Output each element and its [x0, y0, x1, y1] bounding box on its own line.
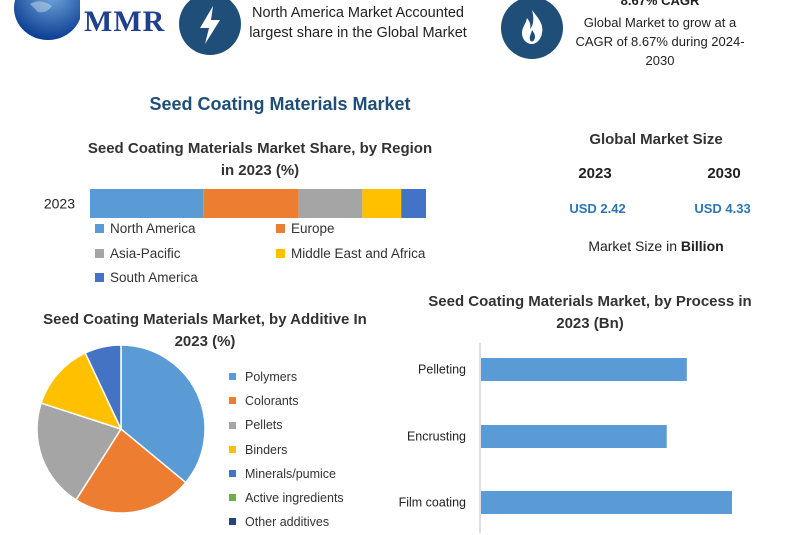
legend-swatch: [229, 445, 236, 453]
legend-colorants: Colorants: [229, 394, 299, 408]
legend-north-america: North America: [95, 221, 196, 236]
legend-swatch: [229, 494, 236, 502]
bar-segment-south-america: [401, 189, 426, 218]
market-size-year-2030: 2030: [707, 165, 741, 182]
legend-minerals-pumice: Minerals/pumice: [229, 467, 336, 481]
region-chart-title: Seed Coating Materials Market Share, by …: [87, 140, 433, 179]
header-circle-left: [179, 0, 241, 55]
bar-segment-north-america: [90, 189, 204, 218]
legend-swatch: [229, 397, 236, 405]
bar-pelleting: [481, 358, 687, 381]
lightning-bolt-icon: [200, 6, 220, 44]
bar-segment-asia-pacific: [298, 189, 363, 218]
bar-film-coating: [481, 491, 732, 514]
logo-text: MMR: [84, 5, 166, 38]
market-size-value-2030: USD 4.33: [694, 201, 751, 216]
legend-active-ingredients: Active ingredients: [229, 491, 344, 505]
legend-swatch: [276, 223, 285, 233]
legend-binders: Binders: [229, 443, 287, 457]
legend-swatch: [229, 518, 236, 526]
additive-pie-chart: [36, 345, 206, 514]
legend-mea: Middle East and Africa: [276, 246, 425, 261]
header-circle-right: [501, 0, 563, 59]
category-label: 2023: [44, 196, 75, 212]
legend-swatch: [276, 248, 285, 258]
legend-swatch: [95, 272, 104, 282]
category-label: Film coating: [399, 496, 466, 510]
bar-segment-middle-east-and-africa: [362, 189, 402, 218]
main-title: Seed Coating Materials Market: [149, 94, 411, 114]
header-card-right-title: 8.67% CAGR: [620, 0, 700, 8]
market-size-value-2023: USD 2.42: [569, 201, 626, 216]
pie-slice-minerals-pumice: [84, 345, 122, 430]
legend-other-additives: Other additives: [229, 515, 329, 529]
pie-slice-polymers: [120, 345, 206, 484]
legend-swatch: [95, 223, 104, 233]
process-bar-chart: Pelleting Encrusting Film coating: [399, 343, 732, 533]
pie-slice-colorants: [74, 427, 187, 514]
legend-label: Colorants: [245, 394, 299, 409]
market-size-note: Market Size in Billion: [556, 238, 756, 254]
additive-chart-title: Seed Coating Materials Market, by Additi…: [43, 311, 367, 350]
legend-swatch: [95, 248, 104, 258]
market-size-year-2023: 2023: [578, 165, 612, 182]
market-size-note-prefix: Market Size in: [588, 238, 681, 254]
legend-label: Pellets: [245, 418, 283, 433]
legend-south-america: South America: [95, 270, 198, 285]
logo: MMR: [0, 0, 170, 44]
legend-swatch: [229, 421, 236, 429]
bar-encrusting: [481, 425, 667, 448]
globe-icon: [14, 0, 80, 40]
market-size-title: Global Market Size: [589, 131, 723, 148]
legend-label: Minerals/pumice: [245, 466, 337, 481]
legend-label: Active ingredients: [245, 491, 344, 505]
legend-polymers: Polymers: [229, 370, 297, 384]
header-card-left-text: North America Market Accounted largest s…: [249, 5, 467, 41]
legend-pellets: Pellets: [229, 418, 283, 432]
flame-icon: [522, 10, 543, 44]
category-label: Encrusting: [407, 430, 466, 444]
pie-slice-binders: [40, 351, 123, 431]
legend-swatch: [229, 470, 236, 477]
legend-asia-pacific: Asia-Pacific: [95, 246, 181, 261]
legend-europe: Europe: [276, 221, 335, 236]
header-card-right-body: Global Market to grow at a CAGR of 8.67%…: [575, 15, 745, 68]
bar-segment-europe: [203, 189, 299, 218]
legend-label: Other additives: [245, 515, 330, 530]
category-label: Pelleting: [418, 363, 466, 377]
process-chart-title: Seed Coating Materials Market, by Proces…: [428, 293, 752, 332]
legend-swatch: [229, 373, 236, 381]
region-chart: 2023: [44, 189, 426, 218]
market-size-note-unit: Billion: [680, 238, 724, 254]
legend-label: Binders: [245, 442, 288, 457]
legend-label: Polymers: [245, 370, 298, 384]
pie-slice-pellets: [36, 402, 123, 501]
